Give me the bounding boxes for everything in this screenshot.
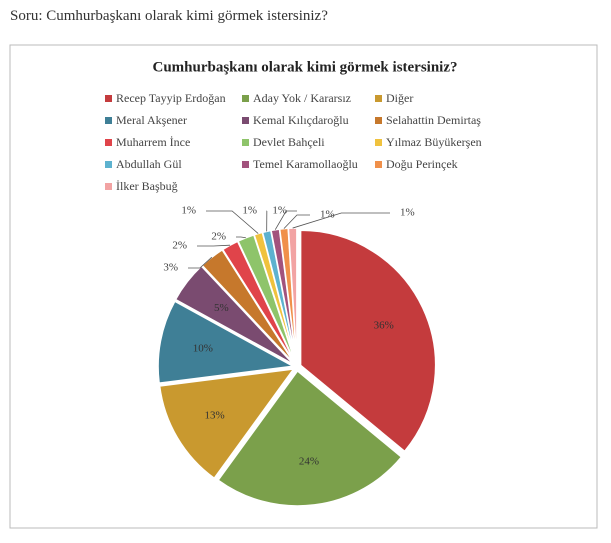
leader-line [197,244,231,247]
value-label: 1% [181,205,196,217]
leader-line [283,214,310,229]
value-label: 10% [193,343,213,355]
leader-line [274,210,297,230]
legend-label: Selahattin Demirtaş [386,113,481,127]
pie-slice [158,368,296,480]
pie-slice [299,229,437,453]
value-label: 2% [211,231,226,243]
legend-label: Diğer [386,91,413,105]
legend-swatch [105,117,112,124]
pie-slice [217,369,403,507]
legend-label: Abdullah Gül [116,157,182,171]
value-label: 36% [374,320,394,332]
value-label: 1% [400,207,415,219]
legend-label: Temel Karamollaoğlu [253,157,358,171]
value-label: 1% [242,205,257,217]
leader-line [188,256,213,269]
legend-swatch [375,161,382,168]
value-label: 13% [204,409,224,421]
leader-line [206,210,259,234]
legend-label: Kemal Kılıçdaroğlu [253,113,349,127]
legend-swatch [242,139,249,146]
legend-swatch [242,161,249,168]
pie-slice [157,300,296,385]
value-label: 5% [214,302,229,314]
legend-label: Recep Tayyip Erdoğan [116,91,226,105]
legend-swatch [375,139,382,146]
legend-label: İlker Başbuğ [116,179,178,193]
legend-label: Yılmaz Büyükerşen [386,135,482,149]
legend-swatch [242,117,249,124]
legend-label: Meral Akşener [116,113,187,127]
value-label: 1% [320,209,335,221]
legend-swatch [105,139,112,146]
legend-swatch [105,161,112,168]
legend-label: Aday Yok / Kararsız [253,91,351,105]
legend-label: Devlet Bahçeli [253,135,325,149]
value-label: 3% [163,262,178,274]
legend-label: Muharrem İnce [116,135,190,149]
legend-swatch [375,95,382,102]
legend-swatch [105,95,112,102]
question-heading: Soru: Cumhurbaşkanı olarak kimi görmek i… [10,8,328,24]
value-label: 24% [299,456,319,468]
leader-line [292,212,390,229]
leader-line [236,236,246,239]
legend-swatch [375,117,382,124]
legend-swatch [242,95,249,102]
chart-title: Cumhurbaşkanı olarak kimi görmek istersi… [152,59,457,75]
legend-label: Doğu Perinçek [386,157,458,171]
value-label: 2% [172,240,187,252]
legend-swatch [105,183,112,190]
value-label: 1% [272,205,287,217]
